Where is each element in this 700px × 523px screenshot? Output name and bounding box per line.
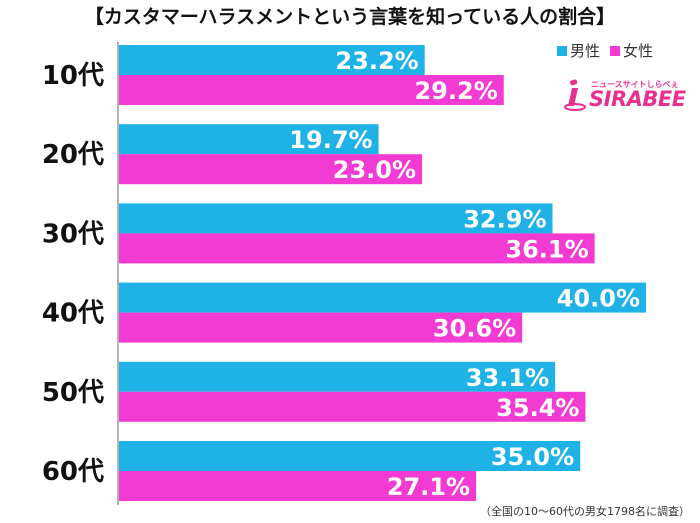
legend-item-male: 男性: [557, 40, 600, 61]
legend-swatch-male: [557, 45, 567, 56]
data-label-male: 32.9%: [463, 205, 546, 233]
bar-male: [119, 282, 647, 313]
data-label-female: 36.1%: [505, 235, 588, 263]
bar-female: [119, 391, 586, 422]
data-label-female: 27.1%: [387, 473, 470, 501]
bars-group: 10代 23.2%29.2% 20代 19.7%23.0% 30代 32.9%36.1% 4…: [42, 45, 647, 501]
bar-male: [119, 124, 379, 155]
category-label: 10代: [42, 61, 104, 91]
data-label-male: 33.1%: [466, 364, 549, 392]
legend-label-female: 女性: [623, 42, 654, 60]
bar-male: [119, 441, 581, 471]
category-label: 20代: [42, 140, 104, 170]
sirabee-logo: ニュースサイトしらべぇ SIRABEE: [563, 77, 686, 113]
logo-wordmark: SIRABEE: [589, 87, 686, 111]
data-label-female: 30.6%: [433, 315, 516, 343]
legend: 男性 女性: [557, 40, 653, 61]
bar-male: [119, 361, 556, 392]
data-label-male: 40.0%: [557, 285, 640, 313]
legend-label-male: 男性: [570, 42, 601, 60]
logo-mark-icon: [564, 79, 586, 111]
category-label: 60代: [42, 457, 104, 487]
data-label-male: 23.2%: [335, 47, 418, 75]
chart-title: 【カスタマーハラスメントという言葉を知っている人の割合】: [84, 6, 616, 28]
bar-male: [119, 203, 553, 234]
data-label-male: 35.0%: [491, 443, 574, 471]
bar-female: [119, 471, 477, 501]
category-label: 40代: [42, 299, 104, 329]
legend-swatch-female: [610, 45, 621, 56]
bar-female: [119, 312, 523, 343]
legend-item-female: 女性: [610, 40, 653, 61]
survey-note: （全国の10〜60代の男女1798名に調査）: [480, 505, 690, 518]
bar-female: [119, 154, 423, 185]
data-label-male: 19.7%: [289, 126, 372, 154]
bar-female: [119, 233, 595, 264]
data-label-female: 23.0%: [333, 156, 416, 184]
bar-female: [119, 75, 504, 105]
category-label: 30代: [42, 219, 104, 249]
bar-male: [119, 45, 425, 75]
logo-tagline: ニュースサイトしらべぇ: [591, 80, 679, 89]
data-label-female: 29.2%: [414, 77, 497, 105]
category-label: 50代: [42, 378, 104, 408]
data-label-female: 35.4%: [496, 394, 579, 422]
